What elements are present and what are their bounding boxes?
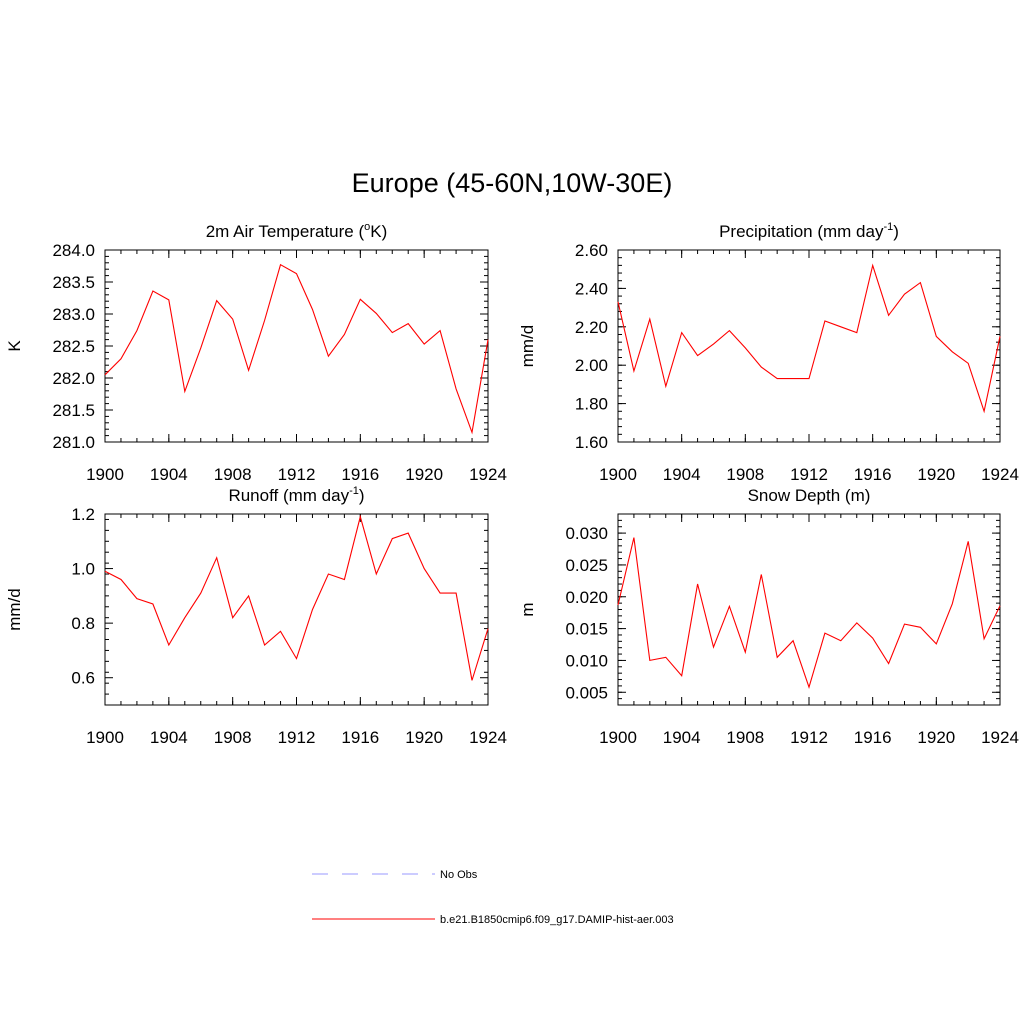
panel-title: 2m Air Temperature (oK) [206, 221, 388, 241]
x-tick-label: 1904 [150, 728, 188, 747]
y-tick-label: 1.2 [71, 505, 95, 524]
y-tick-label: 281.0 [52, 433, 95, 452]
y-tick-label: 0.8 [71, 614, 95, 633]
y-tick-label: 1.80 [575, 395, 608, 414]
x-tick-label: 1908 [726, 728, 764, 747]
legend-label: No Obs [440, 869, 478, 881]
x-tick-label: 1912 [790, 465, 828, 484]
x-tick-label: 1900 [599, 465, 637, 484]
plot-frame [617, 513, 1001, 706]
y-axis-label: K [5, 340, 24, 352]
y-tick-label: 0.015 [565, 620, 608, 639]
series-line [617, 537, 1001, 690]
x-tick-label: 1912 [790, 728, 828, 747]
y-axis-label: m [518, 602, 537, 616]
x-tick-label: 1904 [663, 465, 701, 484]
x-tick-label: 1904 [663, 728, 701, 747]
x-tick-label: 1924 [469, 465, 507, 484]
y-tick-label: 1.0 [71, 560, 95, 579]
plot-frame [104, 513, 489, 706]
x-tick-label: 1916 [341, 465, 379, 484]
y-tick-label: 2.40 [575, 279, 608, 298]
y-tick-label: 0.030 [565, 524, 608, 543]
chart-panel-1: 1900 1904 1908 1912 1916 1920 1924 1.60 1.80 2.00… [518, 221, 1019, 484]
y-tick-label: 284.0 [52, 241, 95, 260]
x-tick-label: 1912 [278, 465, 316, 484]
y-tick-label: 282.5 [52, 337, 95, 356]
x-tick-label: 1916 [854, 465, 892, 484]
plot-frame [617, 249, 1001, 443]
x-tick-label: 1916 [341, 728, 379, 747]
y-tick-label: 283.0 [52, 305, 95, 324]
y-tick-label: 281.5 [52, 401, 95, 420]
x-tick-label: 1924 [469, 728, 507, 747]
series-line [617, 263, 1001, 414]
x-tick-label: 1912 [278, 728, 316, 747]
y-tick-label: 0.025 [565, 556, 608, 575]
chart-panel-3: 1900 1904 1908 1912 1916 1920 1924 0.005 0.010 0.… [518, 486, 1019, 747]
x-tick-label: 1916 [854, 728, 892, 747]
panel-title: Snow Depth (m) [748, 486, 871, 505]
x-tick-label: 1920 [405, 465, 443, 484]
y-tick-label: 2.60 [575, 241, 608, 260]
x-tick-label: 1900 [86, 465, 124, 484]
x-tick-label: 1920 [405, 728, 443, 747]
y-tick-label: 0.005 [565, 683, 608, 702]
y-tick-label: 283.5 [52, 273, 95, 292]
x-tick-label: 1924 [981, 728, 1019, 747]
legend: No Obs b.e21.B1850cmip6.f09_g17.DAMIP-his… [312, 869, 674, 926]
figure-title: Europe (45-60N,10W-30E) [351, 168, 673, 198]
legend-label: b.e21.B1850cmip6.f09_g17.DAMIP-hist-aer.… [440, 914, 674, 926]
y-axis-label: mm/d [518, 325, 537, 368]
panel-title: Runoff (mm day-1) [228, 485, 364, 505]
chart-panel-0: 1900 1904 1908 1912 1916 1920 1924 281.0 281.5 28… [5, 221, 507, 484]
x-tick-label: 1908 [214, 465, 252, 484]
x-tick-label: 1908 [214, 728, 252, 747]
y-tick-label: 282.0 [52, 369, 95, 388]
x-tick-label: 1908 [726, 465, 764, 484]
x-tick-label: 1920 [917, 465, 955, 484]
y-tick-label: 0.6 [71, 669, 95, 688]
x-tick-label: 1904 [150, 465, 188, 484]
x-tick-label: 1900 [599, 728, 637, 747]
plot-frame [104, 249, 489, 443]
panel-title: Precipitation (mm day-1) [719, 221, 899, 241]
chart-panel-2: 1900 1904 1908 1912 1916 1920 1924 0.6 0.8 1.0 1.2… [5, 485, 507, 747]
x-tick-label: 1924 [981, 465, 1019, 484]
y-tick-label: 2.20 [575, 318, 608, 337]
series-line [104, 514, 489, 681]
y-tick-label: 0.020 [565, 588, 608, 607]
y-tick-label: 0.010 [565, 651, 608, 670]
x-tick-label: 1900 [86, 728, 124, 747]
y-tick-label: 1.60 [575, 433, 608, 452]
y-tick-label: 2.00 [575, 356, 608, 375]
series-line [104, 263, 489, 435]
y-axis-label: mm/d [5, 588, 24, 631]
x-tick-label: 1920 [917, 728, 955, 747]
